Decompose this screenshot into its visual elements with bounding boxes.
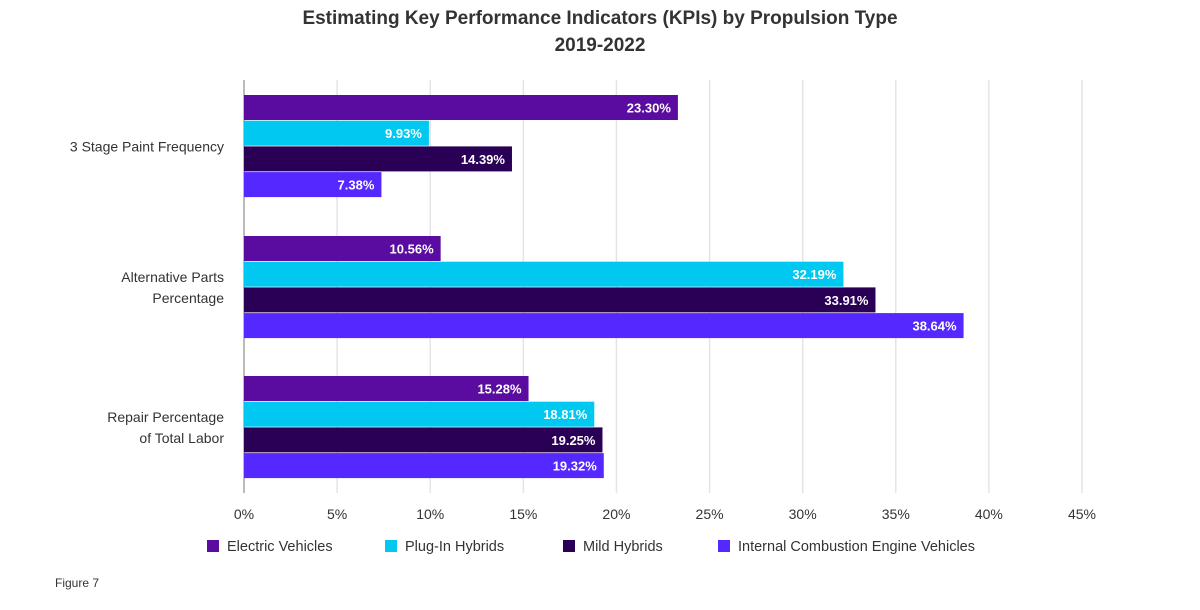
data-label: 10.56%: [390, 242, 435, 257]
bar: [244, 120, 429, 146]
data-label: 9.93%: [385, 126, 422, 141]
x-tick-label: 40%: [975, 506, 1003, 522]
x-tick-label: 30%: [789, 506, 817, 522]
data-label: 15.28%: [477, 382, 522, 397]
bar: [244, 287, 876, 313]
data-label: 19.32%: [553, 459, 598, 474]
x-tick-label: 25%: [696, 506, 724, 522]
legend-swatch: [385, 540, 397, 552]
bar: [244, 236, 441, 261]
chart-title: Estimating Key Performance Indicators (K…: [302, 8, 897, 29]
x-tick-label: 35%: [882, 506, 910, 522]
legend-label: Plug-In Hybrids: [405, 539, 504, 555]
chart-subtitle: 2019-2022: [555, 35, 646, 56]
data-label: 38.64%: [912, 319, 957, 334]
figure-caption: Figure 7: [55, 576, 99, 590]
x-tick-label: 45%: [1068, 506, 1096, 522]
bar: [244, 427, 603, 453]
category-label: 3 Stage Paint Frequency: [70, 138, 224, 154]
x-tick-label: 5%: [327, 506, 347, 522]
data-label: 14.39%: [461, 152, 506, 167]
legend-swatch: [718, 540, 730, 552]
bar: [244, 401, 595, 427]
category-label: of Total Labor: [139, 430, 224, 446]
bar: [244, 313, 964, 339]
data-label: 18.81%: [543, 407, 588, 422]
data-label: 32.19%: [792, 267, 837, 282]
bar: [244, 146, 512, 172]
data-label: 23.30%: [627, 101, 672, 116]
bar: [244, 261, 844, 287]
x-tick-label: 15%: [509, 506, 537, 522]
data-label: 33.91%: [824, 293, 869, 308]
legend-label: Mild Hybrids: [583, 539, 663, 555]
legend-label: Electric Vehicles: [227, 539, 333, 555]
category-label: Percentage: [152, 290, 224, 306]
x-tick-label: 10%: [416, 506, 444, 522]
data-label: 19.25%: [551, 433, 596, 448]
legend-label: Internal Combustion Engine Vehicles: [738, 539, 975, 555]
category-label: Repair Percentage: [107, 409, 224, 425]
bar: [244, 172, 382, 198]
bar: [244, 453, 604, 479]
bar: [244, 95, 678, 120]
category-label: Alternative Parts: [121, 269, 224, 285]
legend-swatch: [563, 540, 575, 552]
legend-swatch: [207, 540, 219, 552]
data-label: 7.38%: [338, 178, 375, 193]
x-tick-label: 0%: [234, 506, 254, 522]
x-tick-label: 20%: [602, 506, 630, 522]
bar: [244, 376, 529, 401]
